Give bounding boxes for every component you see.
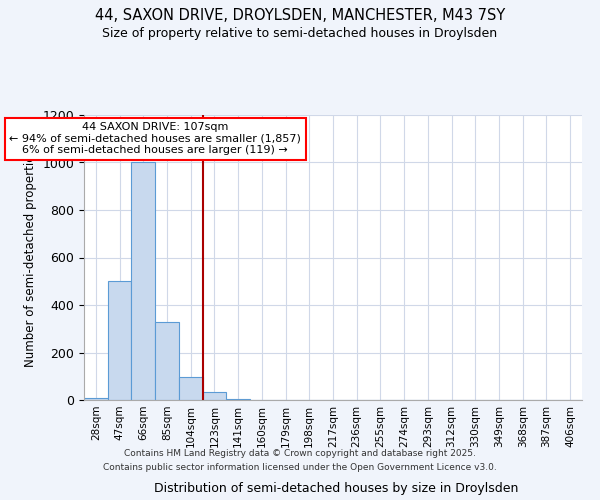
Bar — [203, 392, 226, 400]
Bar — [108, 281, 131, 400]
Bar — [179, 378, 203, 400]
Bar — [226, 399, 250, 400]
Text: Distribution of semi-detached houses by size in Droylsden: Distribution of semi-detached houses by … — [154, 482, 518, 495]
Bar — [84, 398, 108, 400]
Text: Contains public sector information licensed under the Open Government Licence v3: Contains public sector information licen… — [103, 464, 497, 472]
Bar — [155, 322, 179, 400]
Text: Contains HM Land Registry data © Crown copyright and database right 2025.: Contains HM Land Registry data © Crown c… — [124, 448, 476, 458]
Text: Size of property relative to semi-detached houses in Droylsden: Size of property relative to semi-detach… — [103, 28, 497, 40]
Y-axis label: Number of semi-detached properties: Number of semi-detached properties — [24, 148, 37, 367]
Text: 44 SAXON DRIVE: 107sqm
← 94% of semi-detached houses are smaller (1,857)
6% of s: 44 SAXON DRIVE: 107sqm ← 94% of semi-det… — [9, 122, 301, 156]
Text: 44, SAXON DRIVE, DROYLSDEN, MANCHESTER, M43 7SY: 44, SAXON DRIVE, DROYLSDEN, MANCHESTER, … — [95, 8, 505, 22]
Bar — [131, 162, 155, 400]
